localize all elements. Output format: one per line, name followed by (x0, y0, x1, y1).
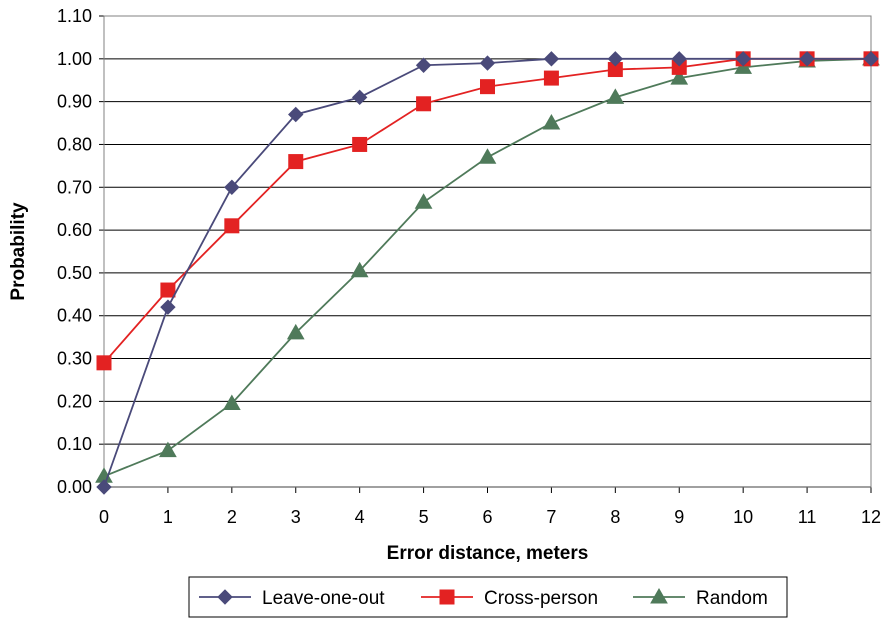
data-point (415, 57, 432, 73)
y-tick-label: 0.90 (57, 92, 92, 112)
y-axis-ticks: 0.00 0.10 0.20 0.30 0.40 0.50 0.60 0.70 0.80 0.90… (57, 6, 104, 497)
series-group (95, 49, 880, 495)
series-random (95, 49, 880, 483)
plot-area-border (103, 15, 872, 488)
data-point (479, 55, 496, 71)
x-tick-label: 2 (227, 507, 237, 527)
data-point (351, 89, 368, 106)
data-point (542, 114, 561, 130)
data-point (607, 51, 624, 67)
data-point (288, 106, 304, 123)
data-point (352, 136, 368, 152)
x-axis-ticks: 0 1 2 3 4 5 6 7 8 9 10 11 12 (99, 486, 881, 527)
y-tick-label: 1.00 (57, 49, 92, 69)
data-point (224, 218, 240, 234)
legend-entry: Cross-person (421, 588, 598, 609)
data-point (222, 394, 241, 411)
data-point (286, 323, 305, 340)
x-tick-label: 8 (610, 507, 620, 527)
legend-marker (217, 589, 233, 605)
x-tick-label: 11 (798, 507, 817, 527)
legend-entry: Random (633, 587, 768, 609)
data-point (96, 355, 112, 371)
data-point (160, 299, 176, 315)
data-point (863, 51, 879, 67)
y-tick-label: 0.10 (57, 434, 92, 454)
legend-label: Cross-person (484, 588, 598, 609)
x-tick-label: 12 (861, 507, 881, 527)
data-point (670, 69, 689, 85)
data-point (416, 96, 432, 112)
y-axis-title: Probability (8, 202, 29, 301)
legend-marker (650, 587, 668, 604)
data-point (159, 441, 177, 458)
data-point (799, 51, 815, 67)
y-tick-label: 0.80 (57, 134, 92, 154)
data-point (735, 51, 751, 67)
data-point (671, 51, 687, 67)
data-point (478, 148, 497, 164)
series-cross-person (96, 51, 879, 371)
series-leave-one-out (96, 51, 879, 495)
data-point (224, 179, 240, 195)
data-point (543, 51, 560, 67)
x-tick-label: 6 (482, 507, 492, 527)
y-tick-label: 0.00 (57, 477, 92, 497)
y-tick-label: 0.50 (57, 263, 92, 283)
data-point (606, 88, 625, 104)
x-tick-label: 5 (419, 507, 429, 527)
series-line (103, 57, 872, 478)
x-tick-label: 9 (674, 507, 684, 527)
data-point (350, 261, 369, 278)
y-tick-label: 0.70 (57, 177, 92, 197)
data-point (160, 282, 176, 298)
legend-label: Random (696, 588, 768, 609)
legend-label: Leave-one-out (262, 588, 385, 609)
x-tick-label: 1 (163, 507, 173, 527)
x-tick-label: 3 (291, 507, 301, 527)
legend-entry: Leave-one-out (199, 588, 385, 609)
y-tick-label: 1.10 (57, 6, 92, 26)
legend: Leave-one-out Cross-person Random (188, 576, 788, 618)
legend-box (188, 576, 788, 618)
x-tick-label: 7 (546, 507, 556, 527)
data-point (480, 79, 495, 95)
data-point (543, 70, 559, 86)
y-tick-label: 0.40 (57, 306, 92, 326)
y-tick-label: 0.60 (57, 220, 92, 240)
x-axis-title: Error distance, meters (387, 543, 589, 564)
x-tick-label: 0 (99, 507, 109, 527)
data-point (96, 479, 112, 495)
data-point (288, 154, 304, 170)
x-tick-label: 4 (355, 507, 365, 527)
legend-marker (439, 589, 455, 605)
y-tick-label: 0.30 (57, 349, 92, 369)
x-tick-label: 10 (733, 507, 753, 527)
y-tick-label: 0.20 (57, 391, 92, 411)
data-point (414, 193, 433, 209)
